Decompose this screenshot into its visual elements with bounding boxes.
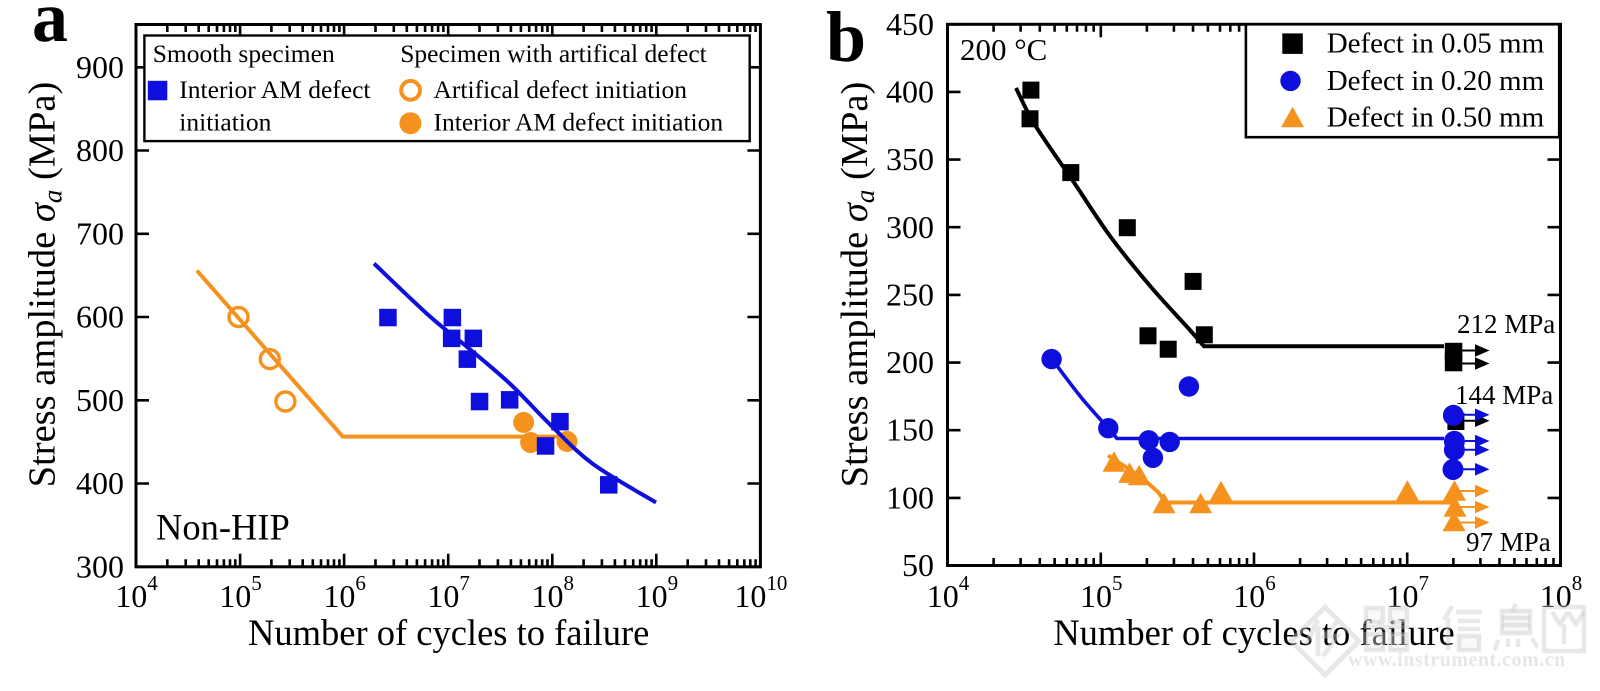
svg-text:450: 450: [886, 6, 934, 42]
svg-text:107: 107: [427, 571, 470, 614]
svg-text:Artifical defect initiation: Artifical defect initiation: [434, 75, 688, 104]
svg-text:800: 800: [76, 132, 124, 168]
svg-text:500: 500: [76, 382, 124, 418]
svg-text:Non-HIP: Non-HIP: [156, 507, 290, 548]
svg-text:Number of cycles to failure: Number of cycles to failure: [248, 612, 649, 653]
svg-text:Smooth specimen: Smooth specimen: [153, 39, 335, 68]
svg-text:600: 600: [76, 299, 124, 335]
svg-text:Interior AM defect initiation: Interior AM defect initiation: [434, 108, 724, 137]
svg-text:b: b: [826, 0, 866, 77]
svg-text:100: 100: [886, 479, 934, 515]
svg-text:144 MPa: 144 MPa: [1455, 380, 1553, 410]
svg-text:200 °C: 200 °C: [960, 32, 1047, 67]
svg-text:Defect in 0.20 mm: Defect in 0.20 mm: [1327, 65, 1545, 97]
svg-text:300: 300: [76, 548, 124, 584]
svg-text:Stress amplitude σa (MPa): Stress amplitude σa (MPa): [22, 82, 68, 488]
svg-text:Interior AM defect: Interior AM defect: [179, 75, 370, 104]
svg-text:Defect in 0.05 mm: Defect in 0.05 mm: [1327, 28, 1545, 60]
svg-text:50: 50: [902, 547, 934, 583]
svg-text:400: 400: [76, 465, 124, 501]
svg-text:97 MPa: 97 MPa: [1466, 527, 1551, 557]
svg-text:300: 300: [886, 209, 934, 245]
svg-text:200: 200: [886, 344, 934, 380]
svg-text:400: 400: [886, 73, 934, 109]
svg-text:initiation: initiation: [179, 108, 271, 137]
svg-text:212 MPa: 212 MPa: [1457, 309, 1555, 339]
svg-text:250: 250: [886, 276, 934, 312]
svg-text:www.instrument.com.cn: www.instrument.com.cn: [1348, 649, 1566, 671]
svg-text:a: a: [32, 0, 68, 57]
svg-text:Specimen with artifical defect: Specimen with artifical defect: [400, 39, 707, 68]
svg-text:700: 700: [76, 215, 124, 251]
svg-text:Stress amplitude σa (MPa): Stress amplitude σa (MPa): [834, 82, 880, 488]
svg-text:Number of cycles to failure: Number of cycles to failure: [1053, 612, 1454, 653]
svg-text:Defect in 0.50 mm: Defect in 0.50 mm: [1327, 102, 1545, 134]
svg-text:900: 900: [76, 49, 124, 85]
svg-text:350: 350: [886, 141, 934, 177]
svg-text:150: 150: [886, 412, 934, 448]
svg-text:104: 104: [115, 571, 158, 614]
